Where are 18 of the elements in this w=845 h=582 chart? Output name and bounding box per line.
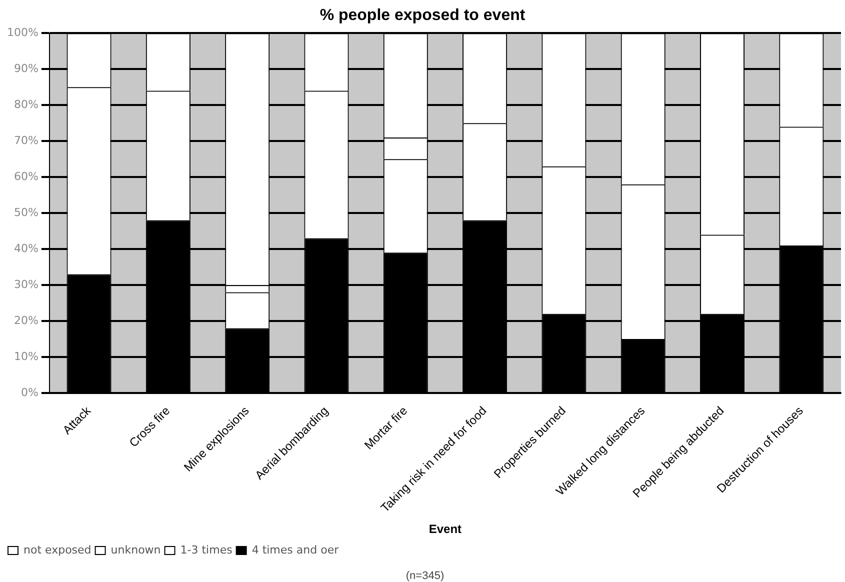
y-tick-label: 20% [14,314,38,327]
legend-label: 1-3 times [180,543,233,556]
legend-label: unknown [110,543,161,556]
x-axis-title: Event [428,522,462,536]
legend-label: 4 times and oer [252,543,340,556]
y-tick-label: 90% [14,62,38,76]
text: (n=345) [406,570,444,582]
chart-title: % people exposed to event [320,7,526,24]
y-tick-label: 0% [20,386,38,399]
y-tick-label: 30% [14,278,38,291]
legend-label: not exposed [24,543,92,556]
y-tick-label: 100% [6,26,38,40]
y-tick-label: 50% [14,206,38,219]
y-tick-label: 10% [14,350,38,363]
y-tick-label: 70% [14,134,38,147]
y-tick-label: 40% [14,242,38,255]
y-tick-label: 80% [14,98,38,112]
y-tick-label: 60% [14,170,38,183]
